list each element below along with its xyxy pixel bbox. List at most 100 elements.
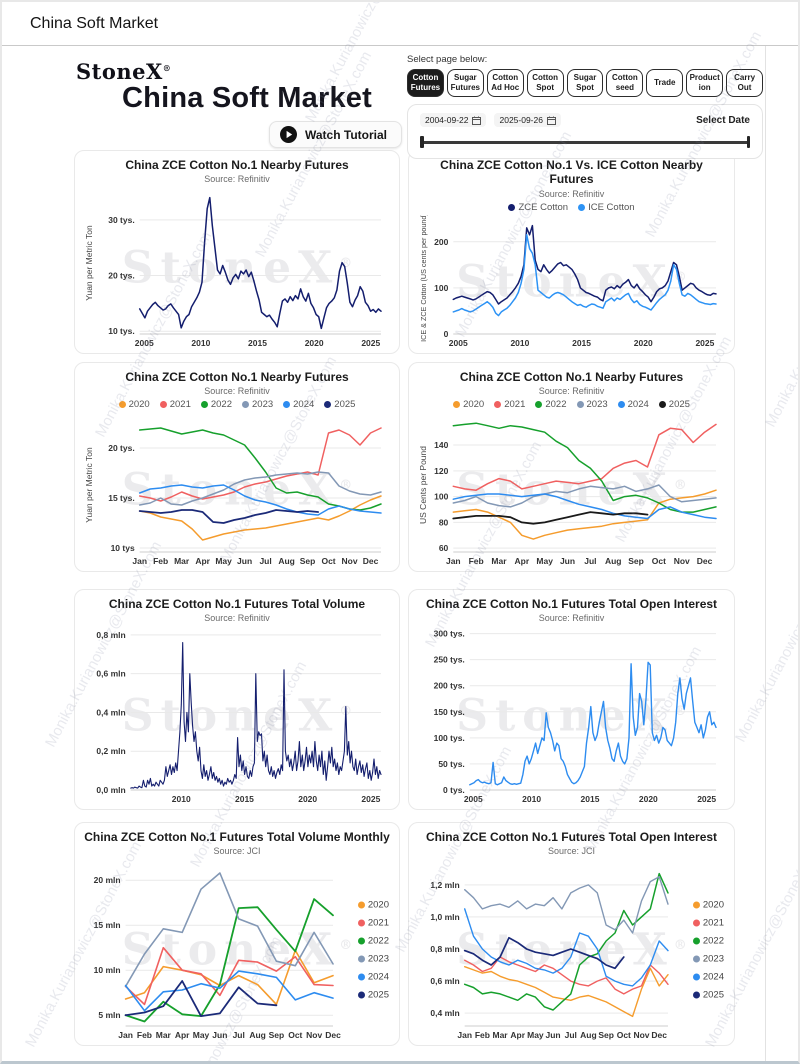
legend-dot [357, 901, 365, 909]
legend-item: 2023 [242, 399, 273, 410]
svg-text:0: 0 [444, 329, 449, 339]
nav-button-trade[interactable]: Trade [646, 69, 684, 97]
legend-label: 2023 [252, 399, 274, 411]
svg-text:10 tys: 10 tys [111, 543, 135, 553]
legend-item: 2020 [357, 899, 389, 911]
nav-button-product-ion[interactable]: Product ion [686, 69, 724, 97]
watch-tutorial-button[interactable]: Watch Tutorial [269, 121, 402, 148]
chart-card-3: China ZCE Cotton No.1 Nearby Futures Sour… [74, 362, 400, 572]
svg-text:150 tys.: 150 tys. [434, 707, 465, 717]
nav-button-cotton-seed[interactable]: Cotton seed [606, 69, 644, 97]
nav-button-sugar-futures[interactable]: Sugar Futures [446, 69, 484, 97]
date-end-input[interactable]: 2025-09-26 [494, 113, 561, 127]
svg-text:2020: 2020 [305, 338, 324, 348]
slider-handle-end[interactable] [746, 136, 750, 148]
svg-text:Jul: Jul [565, 1030, 577, 1040]
page-selector-panel: Select page below: Cotton Futures Sugar Fut… [407, 54, 765, 159]
chart-title: China ZCE Cotton No.1 Nearby Futures [459, 370, 684, 384]
svg-text:200: 200 [434, 237, 448, 247]
page-nav-buttons: Cotton Futures Sugar Futures Cotton Ad Hoc Cot… [407, 69, 764, 97]
chart-card-7: China ZCE Cotton No.1 Futures Total Volu… [74, 822, 400, 1046]
svg-text:Jan: Jan [446, 556, 461, 566]
stonex-watermark: StoneX® [456, 690, 687, 742]
page-title: China Soft Market [122, 82, 372, 114]
legend-dot [692, 973, 700, 981]
svg-text:Jan: Jan [118, 1030, 133, 1040]
chart-plot-area: StoneX® 0,0 mln 0,2 mln 0,4 mln 0,6 mln 0,8 m… [83, 625, 391, 806]
registered-mark: ® [162, 63, 172, 73]
chart-title: China ZCE Cotton No.1 Futures Total Volu… [84, 830, 390, 844]
right-gutter [765, 46, 798, 1061]
top-header-bar: China Soft Market [2, 2, 798, 46]
svg-text:2015: 2015 [572, 338, 591, 348]
legend-dot [692, 919, 700, 927]
chart-source: Source: Refinitiv [538, 386, 605, 397]
svg-text:Apr: Apr [175, 1030, 190, 1040]
legend-label: 2021 [169, 399, 191, 411]
chart-plot-area: StoneX® 10 tys. 20 tys. 30 tys. 2005 2010 2015… [83, 186, 391, 350]
watch-tutorial-label: Watch Tutorial [305, 127, 387, 142]
legend-label: ZCE Cotton [518, 201, 569, 213]
nav-button-cotton-spot[interactable]: Cotton Spot [526, 69, 564, 97]
svg-text:50 tys.: 50 tys. [438, 759, 464, 769]
nav-button-carry-out[interactable]: Carry Out [726, 69, 764, 97]
svg-text:100: 100 [434, 283, 448, 293]
nav-button-cotton-futures[interactable]: Cotton Futures [407, 69, 444, 97]
svg-text:ICE & ZCE Cotton (US cents per: ICE & ZCE Cotton (US cents per pound) [419, 215, 428, 342]
legend-dot [453, 401, 461, 409]
svg-text:Sep: Sep [269, 1030, 285, 1040]
legend-label: 2025 [334, 399, 356, 411]
legend-dot [578, 203, 586, 211]
chart-plot-area: StoneX® 2020 2021 2022 2023 2024 2025 0,4 mln 0,… [417, 858, 726, 1042]
svg-text:2005: 2005 [135, 338, 154, 348]
svg-text:2010: 2010 [522, 794, 541, 804]
legend-item: ICE Cotton [578, 202, 635, 213]
svg-text:80: 80 [439, 518, 449, 528]
svg-text:Jun: Jun [212, 1030, 227, 1040]
svg-text:Dec: Dec [363, 556, 379, 566]
date-start-input[interactable]: 2004-09-22 [420, 113, 487, 127]
svg-text:2020: 2020 [634, 338, 653, 348]
date-range-slider[interactable] [420, 136, 750, 148]
nav-button-sugar-spot[interactable]: Sugar Spot [566, 69, 604, 97]
stonex-logo: StoneX® [76, 59, 172, 84]
legend-item: 2021 [494, 399, 525, 410]
chart-source: Source: Refinitiv [538, 188, 605, 199]
legend-label: 2020 [367, 899, 389, 911]
svg-text:Nov: Nov [674, 556, 690, 566]
legend-item: 2025 [692, 990, 724, 1001]
legend-label: 2020 [702, 899, 724, 911]
chart-legend: 2020 2021 2022 2023 2024 2025 [83, 399, 391, 410]
slider-handle-start[interactable] [420, 136, 424, 148]
legend-dot [535, 401, 543, 409]
legend-item: 2021 [357, 918, 389, 929]
date-start-value: 2004-09-22 [425, 115, 469, 125]
nav-button-cotton-ad-hoc[interactable]: Cotton Ad Hoc [486, 69, 524, 97]
svg-text:2025: 2025 [697, 794, 716, 804]
chart-source: Source: Refinitiv [204, 174, 270, 185]
legend-dot [692, 955, 700, 963]
svg-text:Dec: Dec [697, 556, 713, 566]
slider-track[interactable] [421, 141, 749, 144]
svg-text:Apr: Apr [195, 556, 210, 566]
svg-text:Jan: Jan [457, 1030, 472, 1040]
svg-text:100 tys.: 100 tys. [434, 733, 465, 743]
legend-label: 2022 [210, 399, 232, 411]
legend-label: 2023 [586, 399, 608, 411]
svg-text:100: 100 [434, 492, 448, 502]
legend-label: 2023 [367, 953, 389, 965]
svg-text:Jun: Jun [546, 1030, 561, 1040]
chart-plot: 10 tys. 20 tys. 30 tys. 2005 2010 2015 2020 202… [84, 197, 382, 348]
svg-text:0,2 mln: 0,2 mln [96, 747, 125, 757]
chart-plot-area: StoneX® 2020 2021 2022 2023 2024 2025 5 mln 10 m… [83, 858, 391, 1042]
svg-text:20 tys.: 20 tys. [108, 271, 134, 281]
legend-dot [692, 901, 700, 909]
legend-dot [692, 991, 700, 999]
legend-dot [242, 401, 249, 409]
svg-text:Nov: Nov [341, 556, 357, 566]
legend-item: 2025 [357, 990, 389, 1001]
svg-text:0,6 mln: 0,6 mln [96, 669, 125, 679]
chart-legend: ZCE Cotton ICE Cotton [417, 202, 726, 213]
svg-text:Dec: Dec [325, 1030, 341, 1040]
legend-item: 2025 [658, 399, 690, 410]
